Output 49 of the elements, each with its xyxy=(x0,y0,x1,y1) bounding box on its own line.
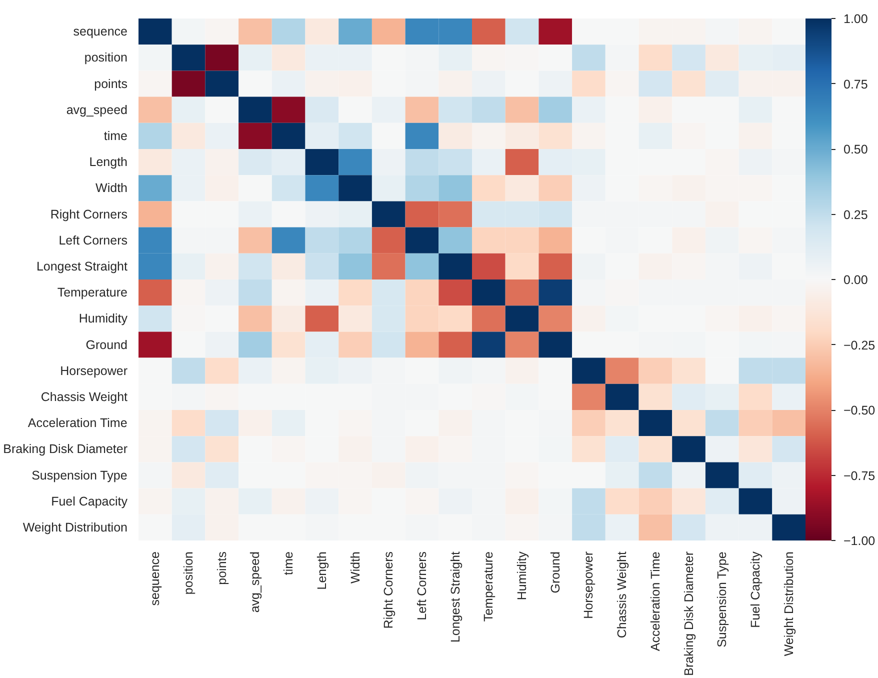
color-bar-label: −1.00 xyxy=(844,534,876,548)
x-tick-label: avg_speed xyxy=(248,551,262,613)
color-bar-label: −0.75 xyxy=(844,468,876,483)
x-tick-label: Suspension Type xyxy=(715,552,730,648)
y-tick-label: sequence xyxy=(73,24,128,39)
y-tick-label: Ground xyxy=(86,338,128,352)
y-tick-label: Length xyxy=(89,155,128,170)
y-tick-label: Longest Straight xyxy=(36,259,128,274)
color-bar-label: 0.75 xyxy=(844,77,868,92)
color-bar-label: 0.25 xyxy=(844,208,868,222)
x-tick-label: Ground xyxy=(548,551,562,594)
x-tick-label: Longest Straight xyxy=(448,550,462,643)
y-tick-label: Braking Disk Diameter xyxy=(3,442,128,456)
x-tick-label: Left Corners xyxy=(414,552,429,620)
y-tick-label: Suspension Type xyxy=(32,468,128,482)
y-tick-label: Horsepower xyxy=(60,364,128,378)
x-tick-label: Width xyxy=(348,551,362,584)
y-tick-label: Humidity xyxy=(78,312,128,326)
x-tick-label: points xyxy=(214,551,229,585)
y-tick-label: Fuel Capacity xyxy=(51,494,128,508)
x-tick-label: Temperature xyxy=(482,551,496,622)
y-tick-label: position xyxy=(84,50,128,65)
x-tick-label: Horsepower xyxy=(582,552,596,619)
y-tick-label: Right Corners xyxy=(50,207,128,222)
y-tick-label: avg_speed xyxy=(66,102,128,117)
y-tick-label: time xyxy=(104,128,128,143)
y-tick-label: Temperature xyxy=(57,286,128,300)
x-tick-label: Humidity xyxy=(515,550,530,600)
x-tick-label: position xyxy=(182,551,196,595)
y-tick-label: Chassis Weight xyxy=(40,390,128,404)
color-bar-label: 0.00 xyxy=(844,273,868,287)
color-bar-label: 1.00 xyxy=(844,12,868,26)
y-tick-label: Acceleration Time xyxy=(28,416,128,430)
y-tick-label: Left Corners xyxy=(58,233,128,248)
x-tick-label: time xyxy=(282,551,296,576)
y-tick-label: Width xyxy=(96,181,128,196)
x-tick-label: Right Corners xyxy=(382,551,396,629)
y-tick-label: Weight Distribution xyxy=(22,520,128,534)
x-tick-label: sequence xyxy=(148,551,162,606)
x-tick-label: Braking Disk Diameter xyxy=(682,551,696,676)
color-bar-label: −0.50 xyxy=(844,404,876,418)
x-tick-label: Weight Distribution xyxy=(782,551,796,656)
x-tick-label: Chassis Weight xyxy=(615,550,630,638)
x-tick-label: Length xyxy=(314,551,329,590)
x-tick-label: Fuel Capacity xyxy=(748,550,762,628)
color-bar-label: −0.25 xyxy=(844,338,876,352)
x-tick-label: Acceleration Time xyxy=(648,552,662,652)
color-bar-label: 0.50 xyxy=(844,142,868,156)
y-tick-label: points xyxy=(94,76,128,91)
